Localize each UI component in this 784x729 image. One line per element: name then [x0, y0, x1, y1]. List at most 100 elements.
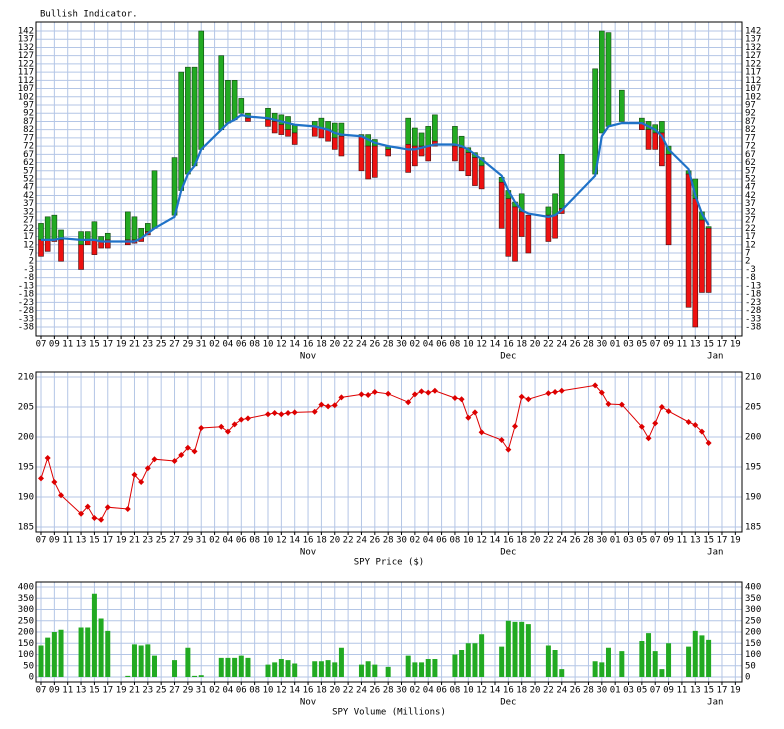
- y-tick-label: 77: [23, 133, 34, 143]
- volume-bar: [152, 655, 158, 677]
- y-tick-label: 37: [23, 199, 34, 209]
- volume-bar: [505, 620, 511, 677]
- volume-bar: [145, 644, 151, 677]
- price-marker: [231, 421, 238, 428]
- x-tick-label: 04: [423, 340, 434, 350]
- price-marker: [78, 510, 85, 517]
- y-tick-label: 92: [745, 109, 756, 119]
- x-tick-label: 10: [463, 686, 474, 696]
- y-tick-label: 7: [29, 249, 34, 259]
- y-tick-label: 77: [745, 133, 756, 143]
- x-tick-label: 01: [610, 536, 621, 546]
- bull-bar: [145, 223, 151, 232]
- bear-bar: [512, 206, 518, 262]
- price-marker: [338, 394, 345, 401]
- price-marker: [365, 392, 372, 398]
- plot-frame: [35, 581, 743, 683]
- x-tick-label: 06: [436, 536, 447, 546]
- x-tick-label: 03: [623, 340, 634, 350]
- plot-frame: [35, 371, 743, 533]
- x-tick-label: 08: [450, 340, 461, 350]
- price-marker: [458, 396, 465, 403]
- x-tick-label: 03: [623, 686, 634, 696]
- x-tick-label: 14: [490, 686, 501, 696]
- x-tick-label: 22: [543, 536, 554, 546]
- price-marker: [104, 504, 111, 511]
- y-tick-label: 400: [745, 583, 761, 593]
- x-tick-label: 22: [543, 686, 554, 696]
- volume-bar: [405, 655, 411, 677]
- y-tick-label: 57: [745, 166, 756, 176]
- bear-bar: [104, 239, 111, 249]
- x-tick-label: 21: [129, 686, 140, 696]
- y-tick-label: 17: [23, 232, 34, 242]
- y-tick-label: 82: [745, 125, 756, 135]
- y-tick-label: 7: [745, 249, 750, 259]
- x-tick-label: 09: [663, 340, 674, 350]
- y-tick-label: 72: [745, 142, 756, 152]
- bull-bar: [38, 223, 44, 241]
- bear-bar: [525, 214, 532, 254]
- price-marker: [371, 389, 378, 395]
- x-tick-label: 19: [730, 686, 741, 696]
- x-tick-label: 26: [570, 340, 581, 350]
- y-tick-label: -18: [18, 290, 34, 300]
- volume-bar: [479, 634, 485, 677]
- month-label: Dec: [500, 548, 516, 558]
- month-label: Nov: [300, 352, 316, 362]
- x-tick-label: 12: [276, 686, 287, 696]
- x-tick-label: 17: [717, 536, 728, 546]
- y-tick-label: 12: [23, 240, 34, 250]
- bull-bar: [331, 122, 338, 139]
- y-tick-label: 142: [18, 27, 34, 37]
- x-tick-label: 11: [62, 536, 73, 546]
- y-tick-label: 137: [745, 35, 761, 45]
- month-label: Jan: [707, 352, 723, 362]
- volume-bar: [425, 659, 431, 677]
- volume-bar: [639, 641, 645, 677]
- x-tick-label: 29: [182, 536, 193, 546]
- x-tick-label: 05: [636, 686, 647, 696]
- bear-bar: [265, 119, 271, 127]
- x-tick-label: 06: [436, 340, 447, 350]
- x-tick-label: 15: [89, 536, 100, 546]
- x-tick-label: 08: [249, 686, 260, 696]
- y-tick-label: 102: [18, 92, 34, 102]
- bear-bar: [385, 149, 391, 157]
- bull-bar: [131, 216, 138, 241]
- price-marker: [692, 422, 699, 428]
- volume-bar: [338, 647, 344, 677]
- x-tick-label: 16: [303, 536, 314, 546]
- bear-bar: [705, 228, 712, 293]
- price-marker: [518, 393, 525, 400]
- x-tick-label: 18: [316, 340, 327, 350]
- y-tick-label: -28: [745, 306, 761, 316]
- y-tick-label: 132: [18, 43, 34, 53]
- volume-bar: [412, 662, 418, 677]
- y-tick-label: 12: [745, 240, 756, 250]
- bull-bar: [599, 30, 605, 134]
- volume-bar: [272, 662, 278, 677]
- x-tick-label: 07: [650, 536, 661, 546]
- volume-bar: [419, 662, 425, 677]
- volume-bar: [459, 650, 465, 677]
- price-marker: [91, 515, 98, 521]
- y-tick-label: 122: [745, 59, 761, 69]
- y-tick-label: 190: [745, 493, 761, 503]
- y-tick-label: 92: [23, 109, 34, 119]
- y-tick-label: 67: [745, 150, 756, 160]
- x-tick-label: 01: [610, 686, 621, 696]
- month-label: Dec: [500, 698, 516, 708]
- bull-bar: [558, 154, 565, 209]
- price-marker: [685, 419, 692, 425]
- x-tick-label: 17: [102, 340, 113, 350]
- price-marker: [311, 408, 318, 415]
- x-tick-label: 20: [530, 686, 541, 696]
- x-tick-label: 18: [516, 340, 527, 350]
- price-marker: [51, 479, 58, 485]
- y-tick-label: -33: [745, 314, 761, 324]
- x-tick-label: 26: [369, 536, 380, 546]
- x-tick-label: 23: [142, 686, 153, 696]
- x-tick-label: 02: [209, 686, 220, 696]
- volume-bar: [38, 645, 44, 677]
